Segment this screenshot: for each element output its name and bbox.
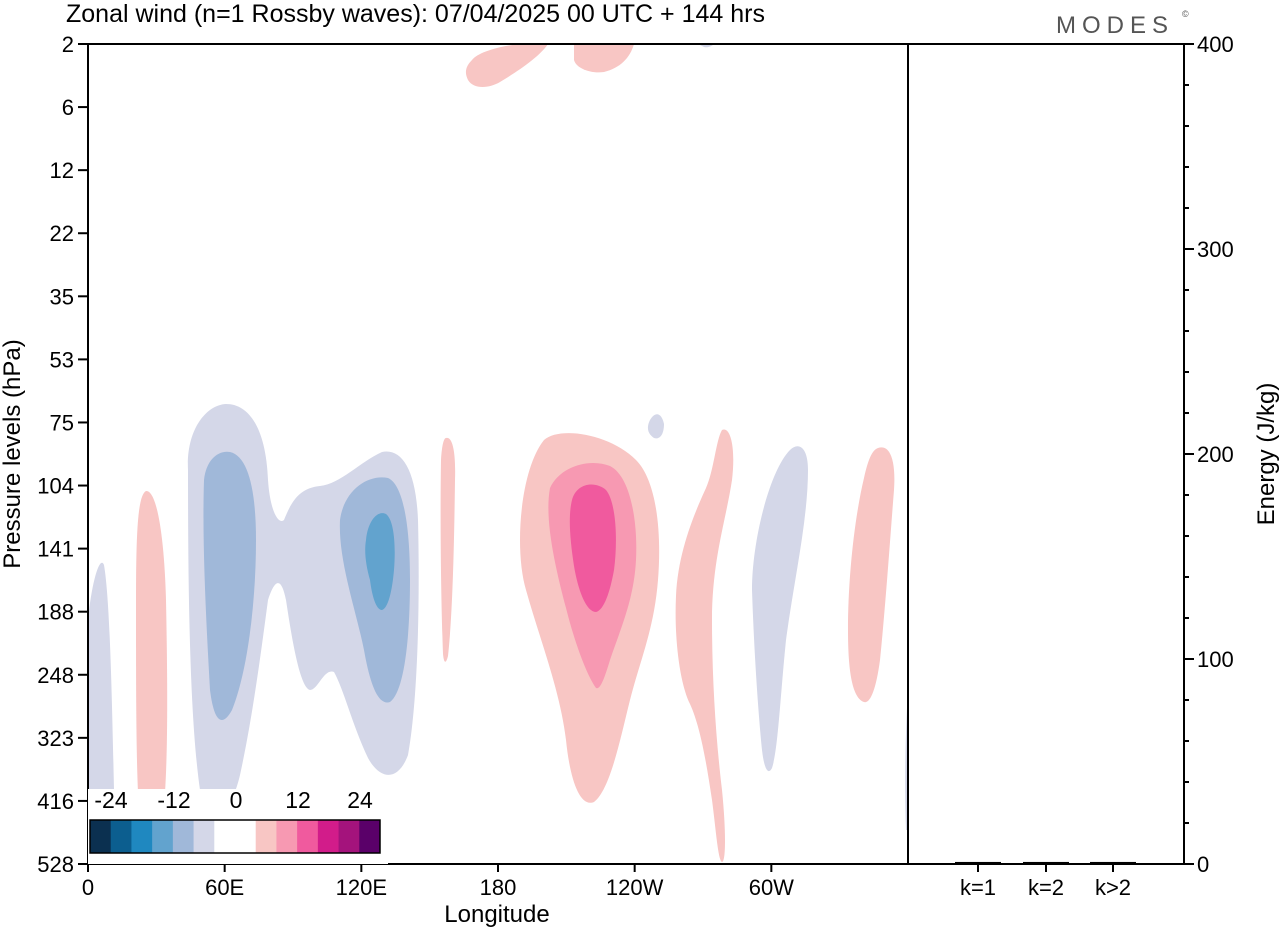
pressure-tick-label: 75	[50, 410, 74, 435]
colorbar-label: -12	[157, 787, 190, 813]
colorbar-cells	[90, 820, 381, 853]
energy-bar	[1090, 861, 1136, 864]
colorbar-cell	[131, 820, 153, 853]
energy-bars	[955, 861, 1136, 864]
energy-category-label: k>2	[1095, 875, 1131, 900]
pressure-tick-label: 2	[62, 32, 74, 57]
chart-title: Zonal wind (n=1 Rossby waves): 07/04/202…	[66, 0, 765, 28]
contour-lon305-neg-weak	[752, 446, 808, 772]
pressure-tick-label: 22	[50, 221, 74, 246]
contour-field	[88, 44, 908, 862]
energy-tick-label: 300	[1197, 237, 1234, 262]
colorbar-labels: -24 -12 0 12 24	[94, 787, 373, 813]
pressure-tick-label: 141	[37, 537, 74, 562]
colorbar-label: 12	[285, 787, 311, 813]
colorbar-cell	[359, 820, 381, 853]
contour-lon155-pos-weak	[440, 437, 456, 662]
contour-lon25-pos-weak	[136, 490, 168, 825]
longitude-tick-label: 120E	[336, 875, 387, 900]
contour-lon128-neg-strong	[365, 513, 395, 610]
colorbar-cell	[214, 820, 236, 853]
longitude-tick-label: 60E	[205, 875, 244, 900]
colorbar-cell	[297, 820, 319, 853]
pressure-tick-label: 12	[50, 158, 74, 183]
energy-tick-label: 100	[1197, 647, 1234, 672]
pressure-tick-label: 35	[50, 284, 74, 309]
energy-panel: 0 100 200 300 400 k=1 k=2 k>2 Energy (J/kg)	[908, 32, 1280, 900]
energy-tick-label: 400	[1197, 32, 1234, 57]
colorbar-label: -24	[94, 787, 127, 813]
contour-lon60-neg-mod	[203, 451, 256, 721]
pressure-tick-label: 248	[37, 663, 74, 688]
colorbar-cell	[90, 820, 112, 853]
longitude-tick-label: 60W	[749, 875, 794, 900]
energy-categories: k=1 k=2 k>2	[960, 864, 1131, 900]
energy-tick-label: 200	[1197, 442, 1234, 467]
pressure-tick-label: 53	[50, 347, 74, 372]
modes-logo: MODES ©	[1056, 9, 1189, 39]
pressure-axis: 2 6 12 22 35 53 75 104 141 188 248 323 416 528	[37, 32, 88, 877]
energy-bar	[1023, 861, 1069, 864]
longitude-axis: 0 60E 120E 180 120W 60W	[82, 864, 794, 900]
colorbar-cell	[110, 820, 132, 853]
colorbar-cell	[152, 820, 174, 853]
main-plot: 2 6 12 22 35 53 75 104 141 188 248 323 416 528 0 60E 12…	[0, 32, 909, 928]
colorbar-label: 24	[347, 787, 373, 813]
contour-lon180-top-pos	[465, 44, 548, 87]
pressure-tick-label: 188	[37, 600, 74, 625]
contour-lon260-pos-weak	[675, 429, 734, 862]
longitude-tick-label: 180	[480, 875, 517, 900]
contour-lon230-top-pos	[574, 44, 634, 73]
colorbar-label: 0	[230, 787, 243, 813]
colorbar-cell	[172, 820, 195, 853]
colorbar-cell	[255, 820, 277, 853]
energy-bar	[955, 861, 1001, 864]
logo-text: MODES	[1056, 12, 1174, 39]
logo-mark: ©	[1182, 9, 1189, 19]
energy-category-label: k=1	[960, 875, 996, 900]
colorbar-cell	[235, 820, 257, 853]
pressure-tick-label: 6	[62, 95, 74, 120]
energy-category-label: k=2	[1028, 875, 1064, 900]
energy-axis: 0 100 200 300 400	[1184, 32, 1234, 877]
colorbar-outline	[89, 819, 381, 854]
colorbar-cell	[193, 820, 215, 853]
contour-lon345-pos-weak	[848, 447, 895, 703]
pressure-tick-label: 528	[37, 852, 74, 877]
colorbar: -24 -12 0 12 24	[88, 787, 388, 864]
energy-axis-label: Energy (J/kg)	[1253, 383, 1280, 526]
contour-lon225-pos-strong	[569, 484, 616, 612]
colorbar-cell	[317, 820, 340, 853]
pressure-tick-label: 323	[37, 726, 74, 751]
longitude-tick-label: 0	[82, 875, 94, 900]
contour-lon253-neg-blob	[647, 414, 664, 439]
pressure-tick-label: 104	[37, 474, 74, 499]
pressure-tick-label: 416	[37, 789, 74, 814]
x-axis-label: Longitude	[444, 901, 549, 928]
longitude-tick-label: 120W	[606, 875, 664, 900]
colorbar-cell	[276, 820, 298, 853]
energy-tick-label: 0	[1197, 852, 1209, 877]
y-axis-label: Pressure levels (hPa)	[0, 339, 26, 568]
colorbar-cell	[338, 820, 360, 853]
contour-lon0-neg-weak	[88, 562, 114, 862]
